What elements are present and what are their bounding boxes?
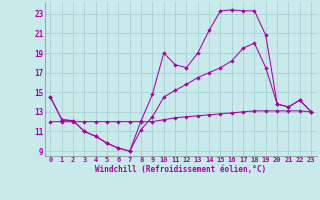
X-axis label: Windchill (Refroidissement éolien,°C): Windchill (Refroidissement éolien,°C) bbox=[95, 165, 266, 174]
